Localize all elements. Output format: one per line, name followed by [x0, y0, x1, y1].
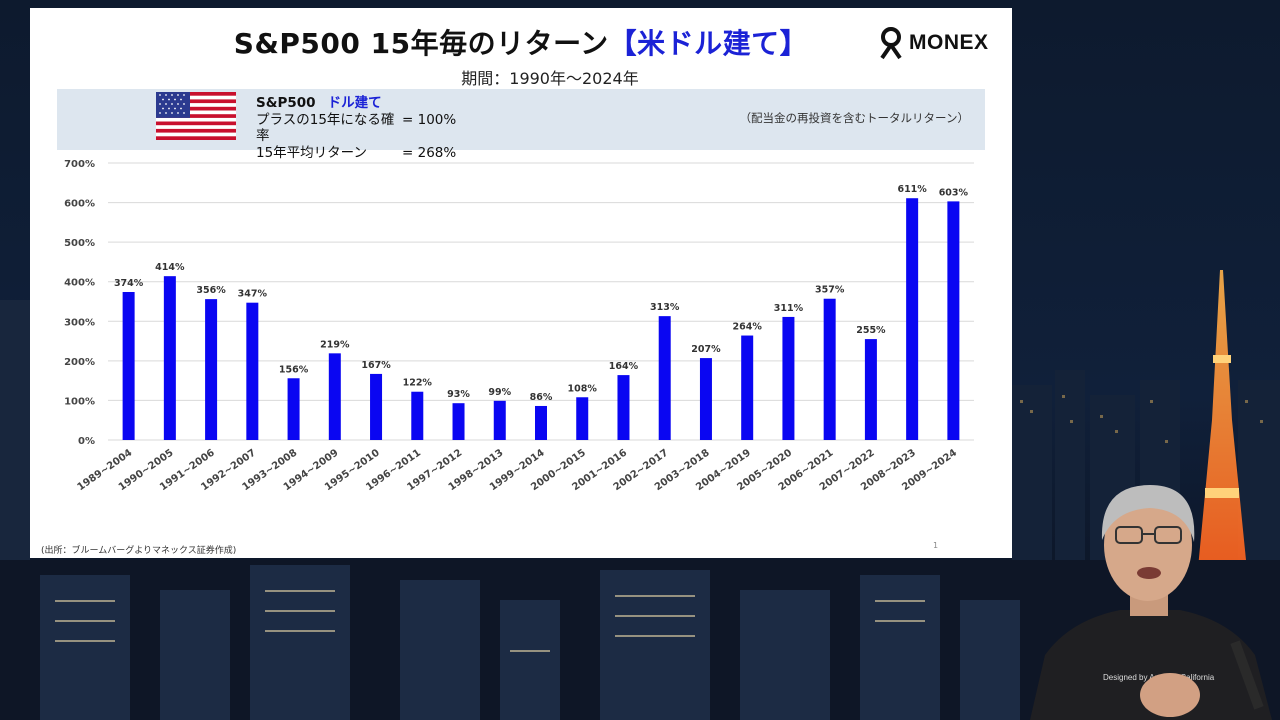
bar: [699, 358, 712, 440]
bar: [328, 353, 341, 440]
data-label: 207%: [691, 344, 721, 355]
y-tick-label: 600%: [64, 199, 95, 210]
presentation-slide: S&P500 15年毎のリターン【米ドル建て】 期間：1990年～2024年 M…: [30, 8, 1012, 558]
data-label: 86%: [530, 392, 553, 403]
bar: [782, 316, 795, 440]
data-label: 93%: [447, 389, 470, 400]
data-label: 313%: [650, 302, 680, 313]
info-probability-value: = 100%: [402, 111, 457, 128]
bar: [370, 373, 383, 440]
data-label: 156%: [279, 364, 309, 375]
bar: [864, 339, 877, 440]
bar: [823, 298, 836, 440]
data-label: 99%: [488, 387, 511, 398]
slide-title: S&P500 15年毎のリターン【米ドル建て】: [30, 22, 1012, 62]
bar: [163, 276, 176, 440]
bar: [535, 405, 547, 440]
bar: [947, 201, 960, 440]
data-label: 603%: [939, 187, 969, 198]
y-tick-label: 400%: [64, 278, 95, 289]
data-label: 374%: [114, 278, 144, 289]
y-tick-label: 100%: [64, 396, 95, 407]
source-note: (出所：ブルームバーグよりマネックス証券作成): [41, 546, 237, 556]
bar: [246, 302, 259, 440]
page-number: 1: [933, 541, 939, 550]
info-lines: S&P500 ドル建て プラスの15年になる確率 = 100% 15年平均リターン =…: [256, 95, 456, 161]
bar: [411, 391, 424, 440]
data-label: 357%: [815, 285, 845, 296]
data-label: 167%: [361, 360, 391, 371]
bar: [122, 292, 135, 440]
info-currency-tag: ドル建て: [327, 95, 382, 111]
slide-title-main: S&P500 15年毎のリターン: [233, 27, 609, 60]
monex-logo-text: MONEX: [909, 31, 989, 54]
data-label: 108%: [568, 383, 598, 394]
bar: [576, 397, 589, 440]
bar: [741, 335, 754, 440]
bar: [205, 299, 218, 440]
info-band: S&P500 ドル建て プラスの15年になる確率 = 100% 15年平均リターン =…: [57, 89, 985, 161]
data-label: 264%: [733, 322, 763, 333]
y-tick-label: 500%: [64, 238, 95, 249]
monex-logo: MONEX: [878, 26, 989, 60]
data-label: 219%: [320, 339, 350, 350]
data-label: 122%: [403, 378, 433, 389]
bar: [617, 375, 630, 440]
total-return-note: （配当金の再投資を含むトータルリターン）: [739, 111, 969, 125]
slide-title-highlight: 【米ドル建て】: [608, 27, 809, 60]
data-label: 255%: [856, 325, 886, 336]
data-label: 164%: [609, 361, 639, 372]
info-probability-label: プラスの15年になる確率: [256, 111, 395, 145]
bar: [287, 378, 300, 440]
info-average-value: = 268%: [402, 144, 457, 161]
bar: [452, 403, 465, 440]
data-label: 311%: [774, 303, 804, 314]
info-average-label: 15年平均リターン: [256, 144, 368, 161]
y-tick-label: 200%: [64, 357, 95, 368]
data-label: 611%: [897, 184, 927, 195]
info-index-name: S&P500: [256, 95, 316, 111]
data-label: 356%: [196, 285, 226, 296]
data-label: 347%: [238, 289, 268, 300]
y-tick-label: 300%: [64, 317, 95, 328]
bar: [658, 316, 671, 440]
bar-chart: 0%100%200%300%400%500%600%700%374%1989~2…: [64, 159, 974, 493]
data-label: 414%: [155, 262, 185, 273]
bar: [906, 198, 919, 440]
monex-logo-icon: [880, 27, 902, 60]
us-flag-icon: [156, 92, 236, 140]
bar: [493, 400, 506, 440]
presenter-video: Designed by Apple in California: [1030, 485, 1272, 720]
y-tick-label: 0%: [78, 436, 95, 447]
y-tick-label: 700%: [64, 159, 95, 170]
slide-subtitle: 期間：1990年～2024年: [461, 69, 639, 88]
